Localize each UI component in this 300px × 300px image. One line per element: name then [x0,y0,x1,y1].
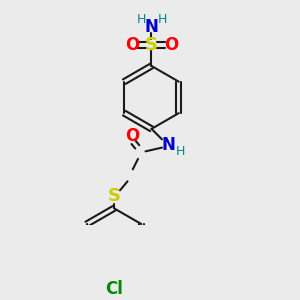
Text: H: H [157,13,167,26]
Text: O: O [125,36,139,54]
Text: N: N [161,136,175,154]
Text: O: O [164,36,178,54]
Text: S: S [107,187,121,205]
Text: H: H [136,13,146,26]
Text: S: S [145,36,158,54]
Text: H: H [175,145,185,158]
Text: Cl: Cl [105,280,123,298]
Text: O: O [125,128,139,146]
Text: N: N [145,18,158,36]
